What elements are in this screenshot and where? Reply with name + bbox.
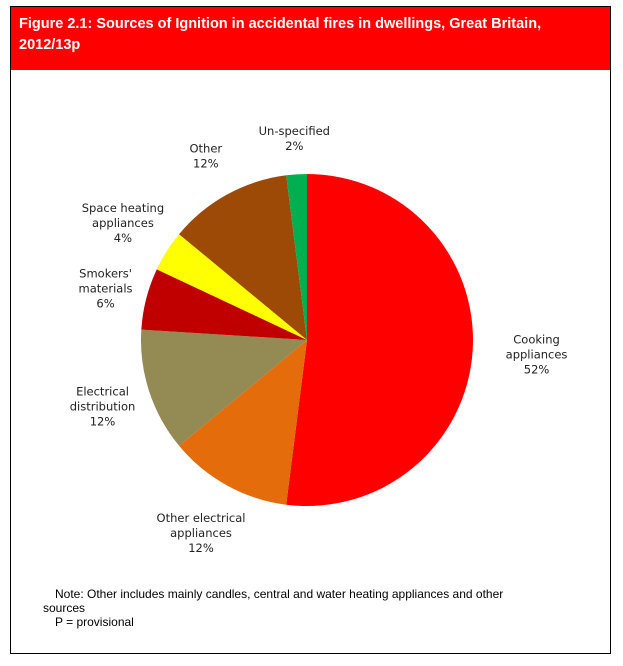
pie-chart: Cooking appliances 52%Other electrical appl… xyxy=(70,124,568,555)
note-line-1: Note: Other includes mainly candles, cen… xyxy=(55,587,504,601)
note-line-3: P = provisional xyxy=(55,615,134,629)
slice-value-label: 52% xyxy=(524,362,550,376)
slice-label: Space heating appliances 4% xyxy=(82,201,164,245)
slice-label: Other electrical appliances 12% xyxy=(157,511,246,555)
slice-name-label: Electrical xyxy=(76,384,129,398)
slice-name-label: Un-specified xyxy=(259,124,330,138)
slice-name-label: materials xyxy=(79,281,133,295)
pie-slice xyxy=(156,234,307,340)
slice-name-label: distribution xyxy=(70,399,136,413)
slice-name-label: appliances xyxy=(506,347,568,361)
figure-title: Figure 2.1: Sources of Ignition in accid… xyxy=(11,7,610,70)
slice-name-label: Other xyxy=(190,141,223,155)
slice-value-label: 12% xyxy=(193,156,219,170)
slice-value-label: 4% xyxy=(114,231,132,245)
pie-slice xyxy=(141,269,307,340)
slice-name-label: Space heating xyxy=(82,201,164,215)
slice-value-label: 12% xyxy=(188,541,214,555)
slice-value-label: 6% xyxy=(96,296,114,310)
pie-slice xyxy=(179,340,307,505)
slice-label: Electrical distribution 12% xyxy=(70,384,136,428)
slice-name-label: appliances xyxy=(92,216,154,230)
pie-slice xyxy=(286,174,473,506)
slice-label: Other 12% xyxy=(190,141,223,170)
slice-value-label: 2% xyxy=(285,139,303,153)
slice-label: Cooking appliances 52% xyxy=(506,332,568,376)
pie-slice xyxy=(141,329,307,446)
slice-name-label: Other electrical xyxy=(157,511,246,525)
slice-label: Un-specified 2% xyxy=(259,124,330,153)
slice-name-label: appliances xyxy=(170,526,232,540)
slice-label: Smokers' materials 6% xyxy=(79,266,133,310)
slice-name-label: Smokers' xyxy=(79,266,132,280)
slice-name-label: Cooking xyxy=(513,332,560,346)
slice-value-label: 12% xyxy=(90,414,116,428)
chart-note: Note: Other includes mainly candles, cen… xyxy=(43,587,583,629)
pie-slice xyxy=(286,174,307,340)
figure-frame: Figure 2.1: Sources of Ignition in accid… xyxy=(10,6,611,654)
note-line-2: sources xyxy=(43,601,86,615)
pie-slice xyxy=(179,175,307,340)
